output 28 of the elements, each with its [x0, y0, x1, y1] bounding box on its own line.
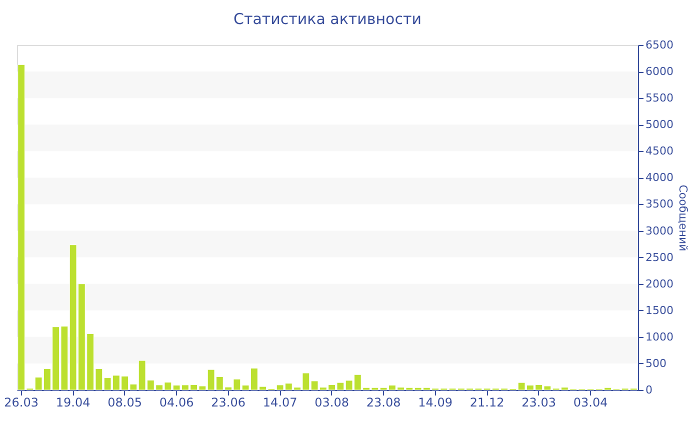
y-tick-label: 4500 [646, 144, 674, 158]
x-tick-label: 03.08 [314, 396, 349, 410]
y-tick-label: 5000 [646, 118, 674, 132]
y-tick-label: 6000 [646, 65, 674, 78]
x-tick-label: 14.07 [262, 396, 298, 410]
chart-title: Статистика активности [234, 10, 422, 28]
y-tick-label: 1500 [646, 304, 674, 317]
x-tick-label: 04.06 [159, 396, 194, 410]
y-tick-label: 2000 [646, 277, 674, 290]
y-tick-label: 5500 [646, 92, 674, 105]
x-tick-label: 21.12 [470, 396, 504, 410]
x-tick-label: 14.09 [418, 396, 452, 410]
y-tick-label: 2500 [646, 250, 674, 264]
y-tick-label: 3500 [646, 198, 674, 211]
y-tick-label: 4000 [646, 171, 674, 184]
y-tick-label: 500 [646, 356, 666, 370]
x-tick-label: 23.06 [211, 396, 246, 410]
y-tick-label: 1000 [646, 330, 674, 344]
y-tick-label: 6500 [646, 38, 674, 52]
x-tick-label: 03.04 [573, 396, 608, 410]
x-tick-label: 23.08 [366, 396, 401, 410]
x-tick-label: 26.03 [4, 396, 38, 410]
y-tick-label: 0 [646, 384, 652, 396]
x-tick-label: 08.05 [108, 396, 142, 410]
x-tick-label: 19.04 [56, 396, 90, 410]
y-axis-title: Сообщений [676, 184, 690, 252]
x-tick-label: 23.03 [522, 396, 556, 410]
y-tick-label: 3000 [646, 224, 674, 238]
